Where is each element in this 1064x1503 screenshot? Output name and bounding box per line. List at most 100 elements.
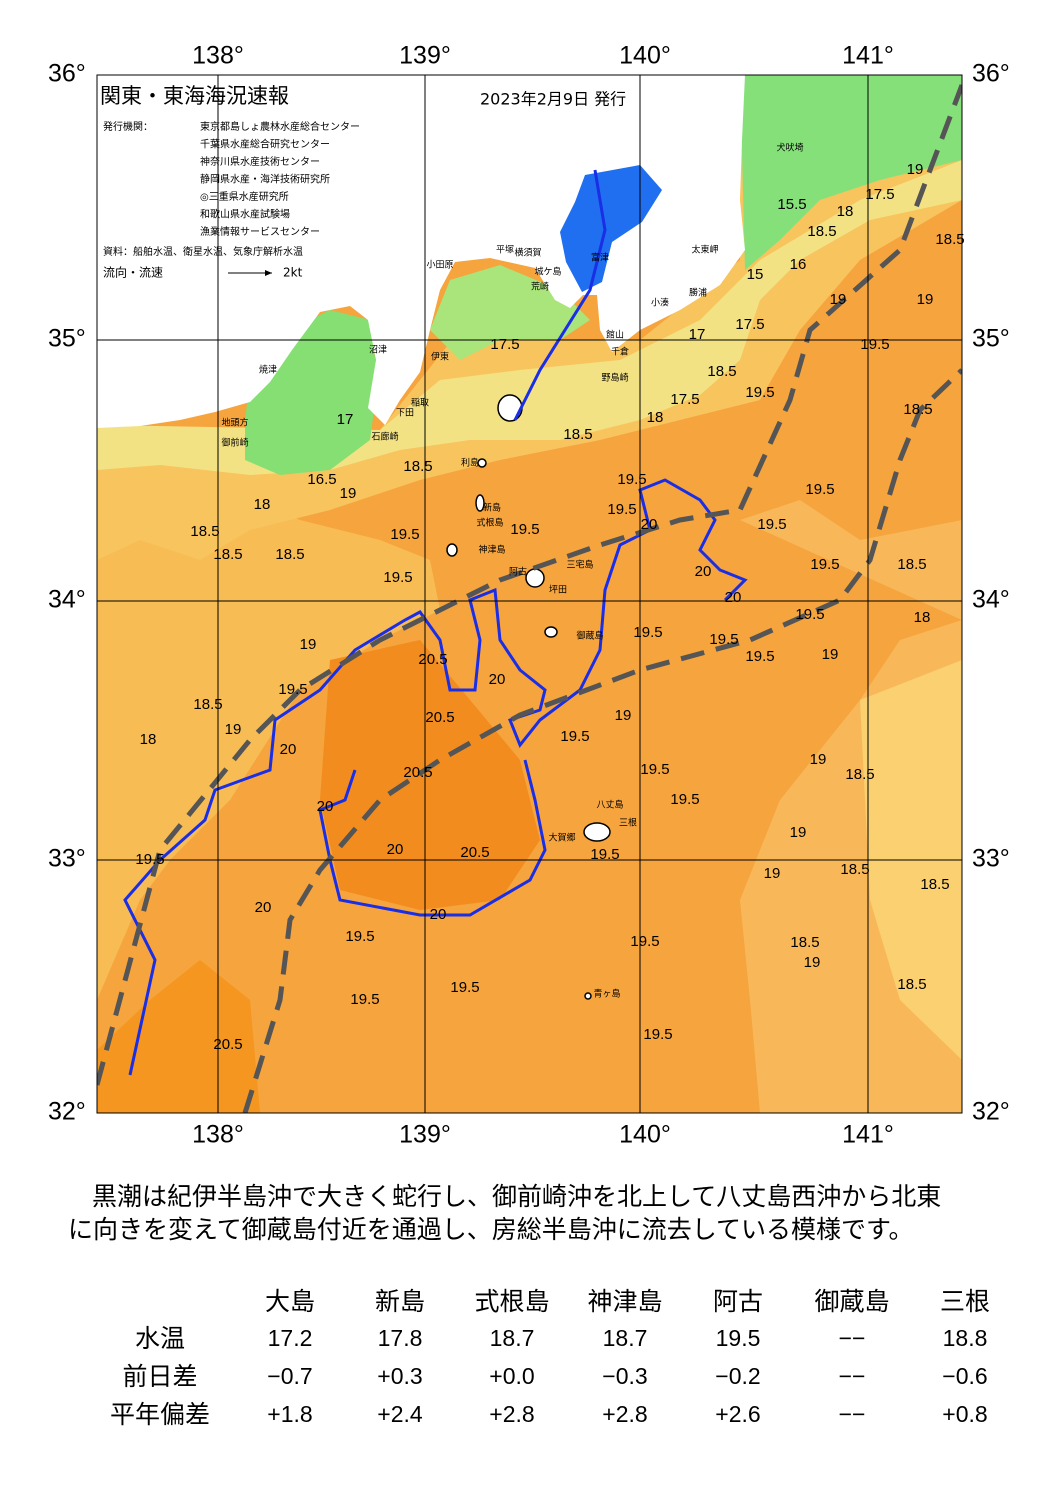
place-label: 野島崎	[601, 372, 628, 384]
contour-label: 19	[225, 721, 242, 738]
row-label: 平年偏差	[110, 1400, 210, 1429]
contour-label: 19.5	[860, 336, 889, 353]
table-cell: +2.6	[715, 1401, 760, 1427]
contour-label: 18.5	[190, 523, 219, 540]
current-boundary	[242, 368, 962, 1113]
contour-label: 19	[615, 707, 632, 724]
contour-label: 19.5	[390, 526, 419, 543]
contour-label: 19.5	[135, 851, 164, 868]
place-label: 三宅島	[566, 559, 593, 571]
contour-label: 18.5	[193, 696, 222, 713]
contour-label: 18.5	[903, 401, 932, 418]
contour-label: 20	[725, 589, 742, 606]
contour-label: 15	[747, 266, 764, 283]
contour-label: 20	[280, 741, 297, 758]
place-label: 地頭方	[221, 417, 248, 429]
contour-label: 19.5	[745, 384, 774, 401]
contour-label: 19.5	[633, 624, 662, 641]
contour-label: 17.5	[865, 186, 894, 203]
place-label: 小田原	[426, 260, 453, 271]
source: 資料：船舶水温、衛星水温、気象庁解析水温	[103, 245, 303, 258]
contour-label: 19.5	[510, 521, 539, 538]
contour-label: 18.5	[403, 458, 432, 475]
map-area	[97, 75, 962, 1113]
table-cell: −0.7	[267, 1363, 312, 1389]
issuer: 静岡県水産・海洋技術研究所	[200, 173, 330, 186]
table-cell: 19.5	[716, 1325, 761, 1351]
table-header: 式根島	[474, 1287, 549, 1316]
island	[583, 822, 611, 842]
row-label: 水温	[135, 1324, 185, 1353]
contour-label: 18.5	[897, 556, 926, 573]
contour-label: 19	[810, 751, 827, 768]
contour-label: 17.5	[490, 336, 519, 353]
contour-label: 18.5	[563, 426, 592, 443]
contour-label: 19.5	[345, 928, 374, 945]
island	[446, 543, 458, 557]
place-label: 御前崎	[221, 437, 248, 449]
contour-label: 19.5	[643, 1026, 672, 1043]
island	[477, 458, 487, 468]
lat-label-left: 34°	[48, 586, 86, 614]
lat-label-right: 36°	[972, 60, 1010, 88]
current-boundary	[97, 84, 962, 1086]
place-label: 大賀郷	[548, 832, 575, 844]
contour-label: 19.5	[350, 991, 379, 1008]
contour-label: 19.5	[590, 846, 619, 863]
contour-label: 19	[340, 485, 357, 502]
contour-label: 18.5	[935, 231, 964, 248]
contour-label: 19	[907, 161, 924, 178]
table-cell: −0.3	[602, 1363, 647, 1389]
table-cell: −−	[839, 1363, 866, 1389]
contour-label: 19.5	[630, 933, 659, 950]
table-cell: +0.8	[942, 1401, 987, 1427]
issuer: 和歌山県水産試験場	[200, 208, 290, 221]
place-label: 八丈島	[596, 799, 623, 811]
contour-label: 18.5	[845, 766, 874, 783]
island	[584, 992, 592, 1000]
table-cell: 18.7	[603, 1325, 648, 1351]
place-label: 沼津	[369, 345, 387, 356]
contour-label: 19.5	[617, 471, 646, 488]
table-header: 神津島	[587, 1287, 662, 1316]
sea-zone	[320, 640, 540, 910]
place-label: 小湊	[651, 297, 669, 309]
contour-label: 19.5	[709, 631, 738, 648]
issue-date: 2023年2月9日 発行	[480, 90, 626, 109]
table-cell: 18.8	[943, 1325, 988, 1351]
contour-label: 20	[430, 906, 447, 923]
contour-label: 19.5	[450, 979, 479, 996]
place-label: 利島	[461, 457, 479, 469]
place-label: 平塚	[496, 245, 514, 256]
coastal-zone	[97, 160, 962, 475]
place-label: 富津	[591, 252, 609, 264]
coastal-zone	[740, 75, 962, 270]
lat-label-left: 36°	[48, 60, 86, 88]
issuer: ◎三重県水産研究所	[200, 190, 289, 203]
lon-label-top: 141°	[842, 42, 894, 70]
island	[544, 626, 558, 638]
place-label: 伊東	[431, 351, 449, 363]
sea-zone	[97, 960, 260, 1113]
contour-label: 20.5	[418, 651, 447, 668]
place-label: 坪田	[549, 585, 567, 596]
issuer: 千葉県水産総合研究センター	[200, 138, 330, 151]
lon-label-bottom: 140°	[619, 1121, 671, 1149]
contour-label: 18	[914, 609, 931, 626]
contour-label: 18	[647, 409, 664, 426]
lon-label-bottom: 139°	[399, 1121, 451, 1149]
contour-label: 19.5	[560, 728, 589, 745]
table-cell: +0.0	[489, 1363, 534, 1389]
place-label: 稲取	[411, 397, 429, 409]
contour-label: 20	[255, 899, 272, 916]
place-label: 横須賀	[514, 247, 541, 259]
table-cell: +2.8	[489, 1401, 534, 1427]
contour-label: 17	[689, 326, 706, 343]
lon-label-bottom: 138°	[192, 1121, 244, 1149]
contour-label: 18.5	[920, 876, 949, 893]
table-cell: −0.6	[942, 1363, 987, 1389]
row-label: 前日差	[122, 1362, 197, 1391]
contour-label: 19	[764, 865, 781, 882]
table-cell: +2.4	[377, 1401, 423, 1427]
